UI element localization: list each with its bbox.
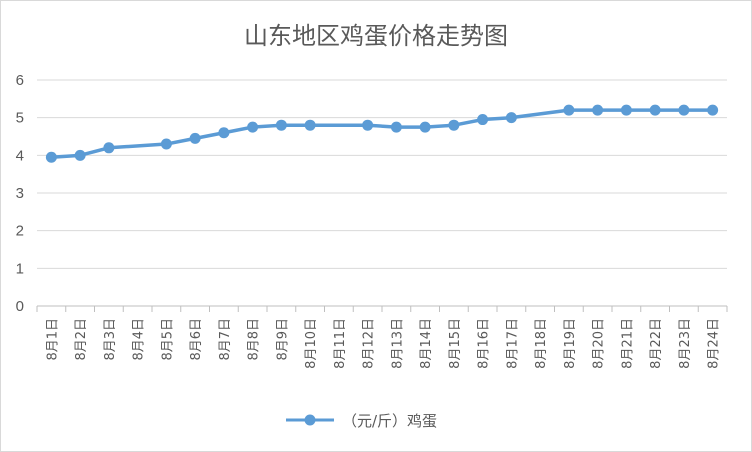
data-point <box>563 104 575 116</box>
data-point <box>592 104 604 116</box>
x-tick-label: 8月15日 <box>448 318 463 369</box>
data-point <box>275 119 287 131</box>
data-point <box>160 138 172 150</box>
data-point <box>45 151 57 163</box>
x-tick-label: 8月10日 <box>304 318 319 369</box>
x-tick-label: 8月2日 <box>74 318 89 361</box>
y-tick-label: 4 <box>16 147 24 164</box>
legend: （元/斤）鸡蛋 <box>286 412 437 430</box>
x-tick-label: 8月16日 <box>477 318 492 369</box>
data-point <box>477 114 489 126</box>
x-tick-label: 8月21日 <box>620 318 635 369</box>
data-point <box>189 132 201 144</box>
x-tick-label: 8月9日 <box>275 318 290 361</box>
data-point <box>74 149 86 161</box>
x-tick-label: 8月18日 <box>534 318 549 369</box>
x-axis-ticks: 8月1日 8月2日 8月3日 8月4日 8月5日 8月6日 8月7日 8月8日 8月9日 8月10… <box>36 306 728 369</box>
y-tick-label: 3 <box>16 185 24 202</box>
y-tick-label: 6 <box>16 72 24 89</box>
x-tick-label: 8月11日 <box>333 318 348 369</box>
data-point <box>362 119 374 131</box>
x-tick-label: 8月12日 <box>362 318 377 369</box>
x-tick-label: 8月5日 <box>160 318 175 361</box>
data-point <box>218 127 230 139</box>
data-point <box>304 119 316 131</box>
y-tick-label: 0 <box>16 298 24 315</box>
series-layer <box>45 104 719 163</box>
x-tick-label: 8月17日 <box>505 318 520 369</box>
data-point <box>103 142 115 154</box>
data-point <box>707 104 719 116</box>
data-point <box>505 112 517 124</box>
y-tick-label: 1 <box>16 260 24 277</box>
data-point <box>620 104 632 116</box>
data-point <box>448 119 460 131</box>
x-tick-label: 8月22日 <box>649 318 664 369</box>
x-tick-label: 8月3日 <box>103 318 118 361</box>
x-tick-label: 8月8日 <box>247 318 262 361</box>
x-tick-label: 8月6日 <box>189 318 204 361</box>
x-tick-label: 8月4日 <box>132 318 147 361</box>
x-tick-label: 8月13日 <box>390 318 405 369</box>
y-tick-label: 2 <box>16 223 24 240</box>
legend-label: （元/斤）鸡蛋 <box>342 412 437 430</box>
chart-title: 山东地区鸡蛋价格走势图 <box>244 22 508 50</box>
x-tick-label: 8月7日 <box>218 318 233 361</box>
x-tick-label: 8月24日 <box>707 318 722 369</box>
data-point <box>678 104 690 116</box>
y-tick-label: 5 <box>16 110 24 127</box>
data-point <box>390 121 402 133</box>
legend-marker-swatch <box>304 414 316 426</box>
x-tick-label: 8月20日 <box>592 318 607 369</box>
data-point <box>419 121 431 133</box>
data-point <box>247 121 259 133</box>
data-point <box>649 104 661 116</box>
x-tick-label: 8月23日 <box>678 318 693 369</box>
x-tick-label: 8月14日 <box>419 318 434 369</box>
x-tick-label: 8月1日 <box>45 318 60 361</box>
y-axis-ticks: 0 1 2 3 4 5 6 <box>16 72 24 315</box>
x-tick-label: 8月19日 <box>563 318 578 369</box>
